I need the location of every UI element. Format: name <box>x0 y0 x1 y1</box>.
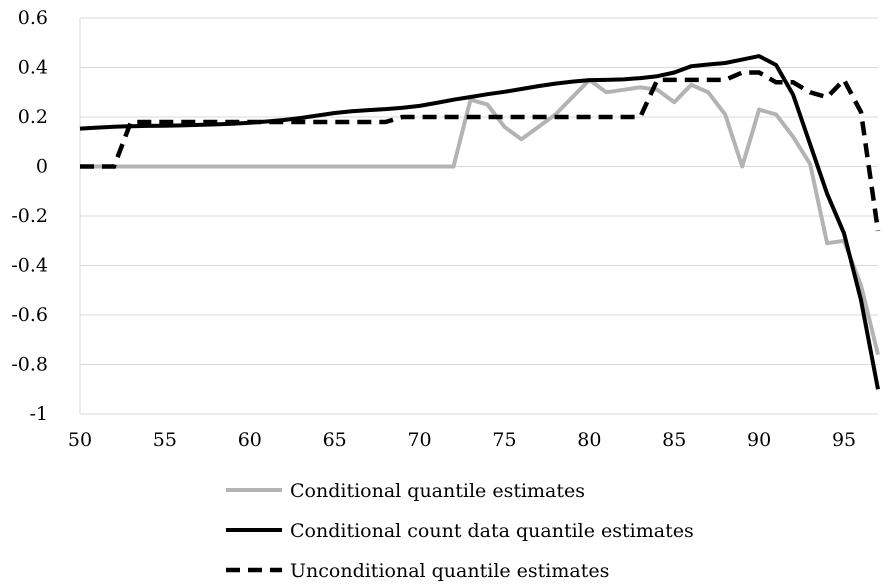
y-tick-label: 0.2 <box>18 106 48 128</box>
series-lines <box>79 54 881 390</box>
x-tick-label: 90 <box>747 429 771 451</box>
x-tick-label: 75 <box>492 429 516 451</box>
y-tick-label: 0.6 <box>18 7 48 29</box>
y-axis-tick-labels: 0.6 0.4 0.2 0 -0.2 -0.4 -0.6 -0.8 -1 <box>11 7 48 425</box>
x-tick-label: 65 <box>323 429 347 451</box>
x-tick-label: 60 <box>238 429 262 451</box>
y-tick-label: 0 <box>36 156 48 178</box>
y-tick-label: -1 <box>29 403 48 425</box>
y-tick-label: 0.4 <box>18 57 48 79</box>
x-tick-label: 80 <box>577 429 601 451</box>
x-tick-label: 85 <box>662 429 686 451</box>
x-tick-label: 55 <box>153 429 177 451</box>
series-line-3 <box>80 70 881 232</box>
legend-label-3: Unconditional quantile estimates <box>290 560 609 582</box>
x-tick-label: 50 <box>68 429 92 451</box>
legend-label-2: Conditional count data quantile estimate… <box>290 520 694 542</box>
x-tick-label: 70 <box>407 429 431 451</box>
legend-label-1: Conditional quantile estimates <box>290 480 585 502</box>
grid-lines <box>79 17 878 415</box>
y-tick-label: -0.2 <box>11 205 48 227</box>
x-tick-label: 95 <box>832 429 856 451</box>
y-tick-label: -0.4 <box>11 255 48 277</box>
x-axis-tick-labels: 50 55 60 65 70 75 80 85 90 95 <box>68 429 856 451</box>
series-line-1 <box>80 77 880 356</box>
series-line-2 <box>79 54 880 390</box>
y-tick-label: -0.8 <box>11 354 48 376</box>
legend: Conditional quantile estimates Conditiona… <box>226 480 694 582</box>
y-tick-label: -0.6 <box>11 304 48 326</box>
